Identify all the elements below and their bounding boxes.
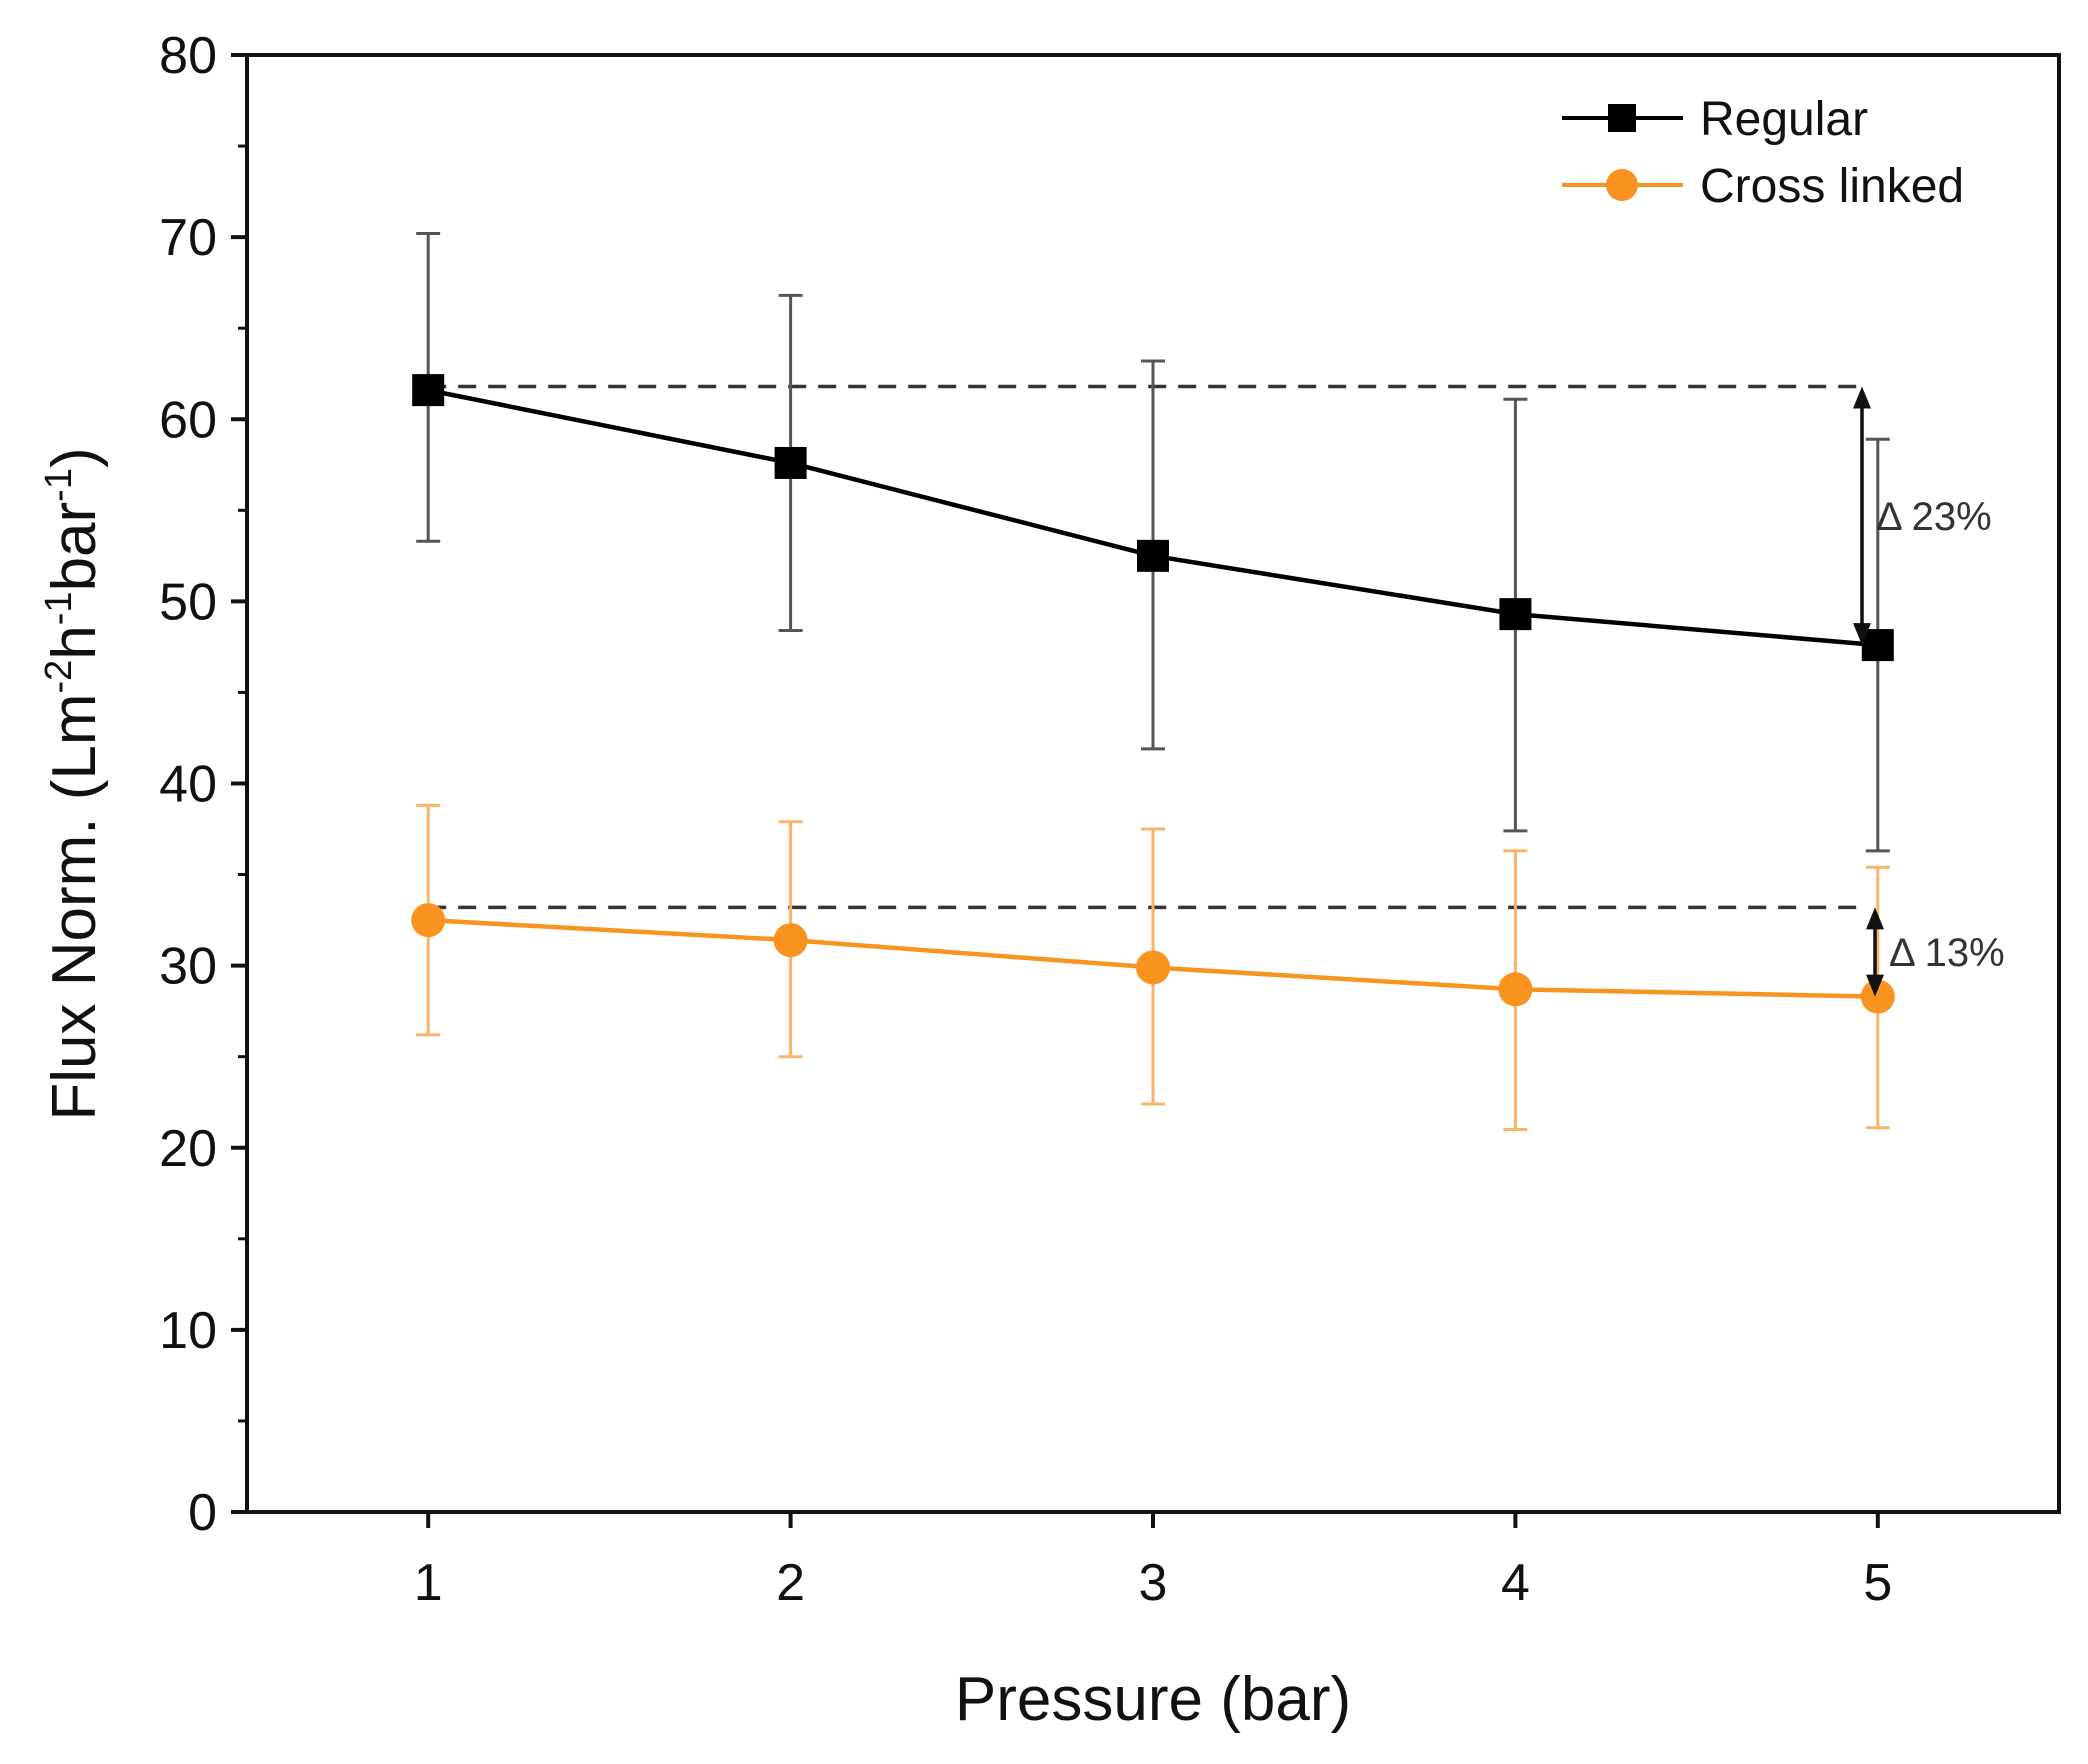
series-layer: [411, 231, 1895, 1132]
data-point: [1137, 539, 1169, 572]
y-tick-label: 60: [159, 391, 217, 449]
x-axis-ticks: 1 2 3 4 5: [414, 1512, 1892, 1612]
annotation-label: Δ 23%: [1876, 495, 1992, 539]
annotation-label: Δ 13%: [1889, 931, 2005, 975]
arrow-head-down: [1853, 623, 1871, 646]
data-point: [1860, 979, 1895, 1014]
x-tick-label: 5: [1863, 1554, 1892, 1612]
data-point: [1861, 629, 1894, 662]
y-tick-label: 10: [159, 1302, 217, 1360]
data-point: [1136, 950, 1170, 985]
y-tick-label: 70: [159, 209, 217, 267]
x-tick-label: 4: [1501, 1554, 1530, 1612]
series-regular: [412, 231, 1894, 853]
x-tick-label: 1: [414, 1554, 443, 1612]
series-cross-linked: [411, 803, 1895, 1132]
annotations: Δ 23% Δ 13%: [1853, 386, 2005, 997]
y-tick-label: 50: [159, 573, 217, 631]
plot-frame: [245, 53, 2061, 1514]
data-point: [1499, 598, 1532, 631]
arrow-head-down: [1866, 974, 1884, 997]
data-point: [774, 446, 807, 479]
y-axis-title: Flux Norm. (Lm-2h-1bar-1): [38, 447, 109, 1120]
legend-marker-cross-linked: [1606, 169, 1638, 201]
legend-label-cross-linked: Cross linked: [1700, 160, 1964, 213]
y-tick-label: 30: [159, 938, 217, 996]
y-tick-label: 20: [159, 1120, 217, 1178]
data-point: [412, 374, 445, 407]
y-tick-label: 40: [159, 756, 217, 814]
data-point: [411, 903, 446, 938]
data-point: [773, 923, 808, 958]
legend: Regular Cross linked: [1562, 93, 1964, 213]
x-axis-title: Pressure (bar): [955, 1665, 1351, 1734]
y-tick-label: 0: [188, 1484, 217, 1542]
x-tick-label: 3: [1139, 1554, 1168, 1612]
legend-marker-regular: [1608, 104, 1636, 132]
y-tick-label: 80: [159, 27, 217, 85]
arrow-head-up: [1853, 386, 1871, 409]
arrow-head-up: [1866, 907, 1884, 930]
data-point: [1498, 972, 1533, 1007]
y-axis-ticks: 0 10 20 30 40 50 60 70 80: [159, 27, 247, 1542]
legend-label-regular: Regular: [1700, 93, 1868, 146]
x-tick-label: 2: [776, 1554, 805, 1612]
